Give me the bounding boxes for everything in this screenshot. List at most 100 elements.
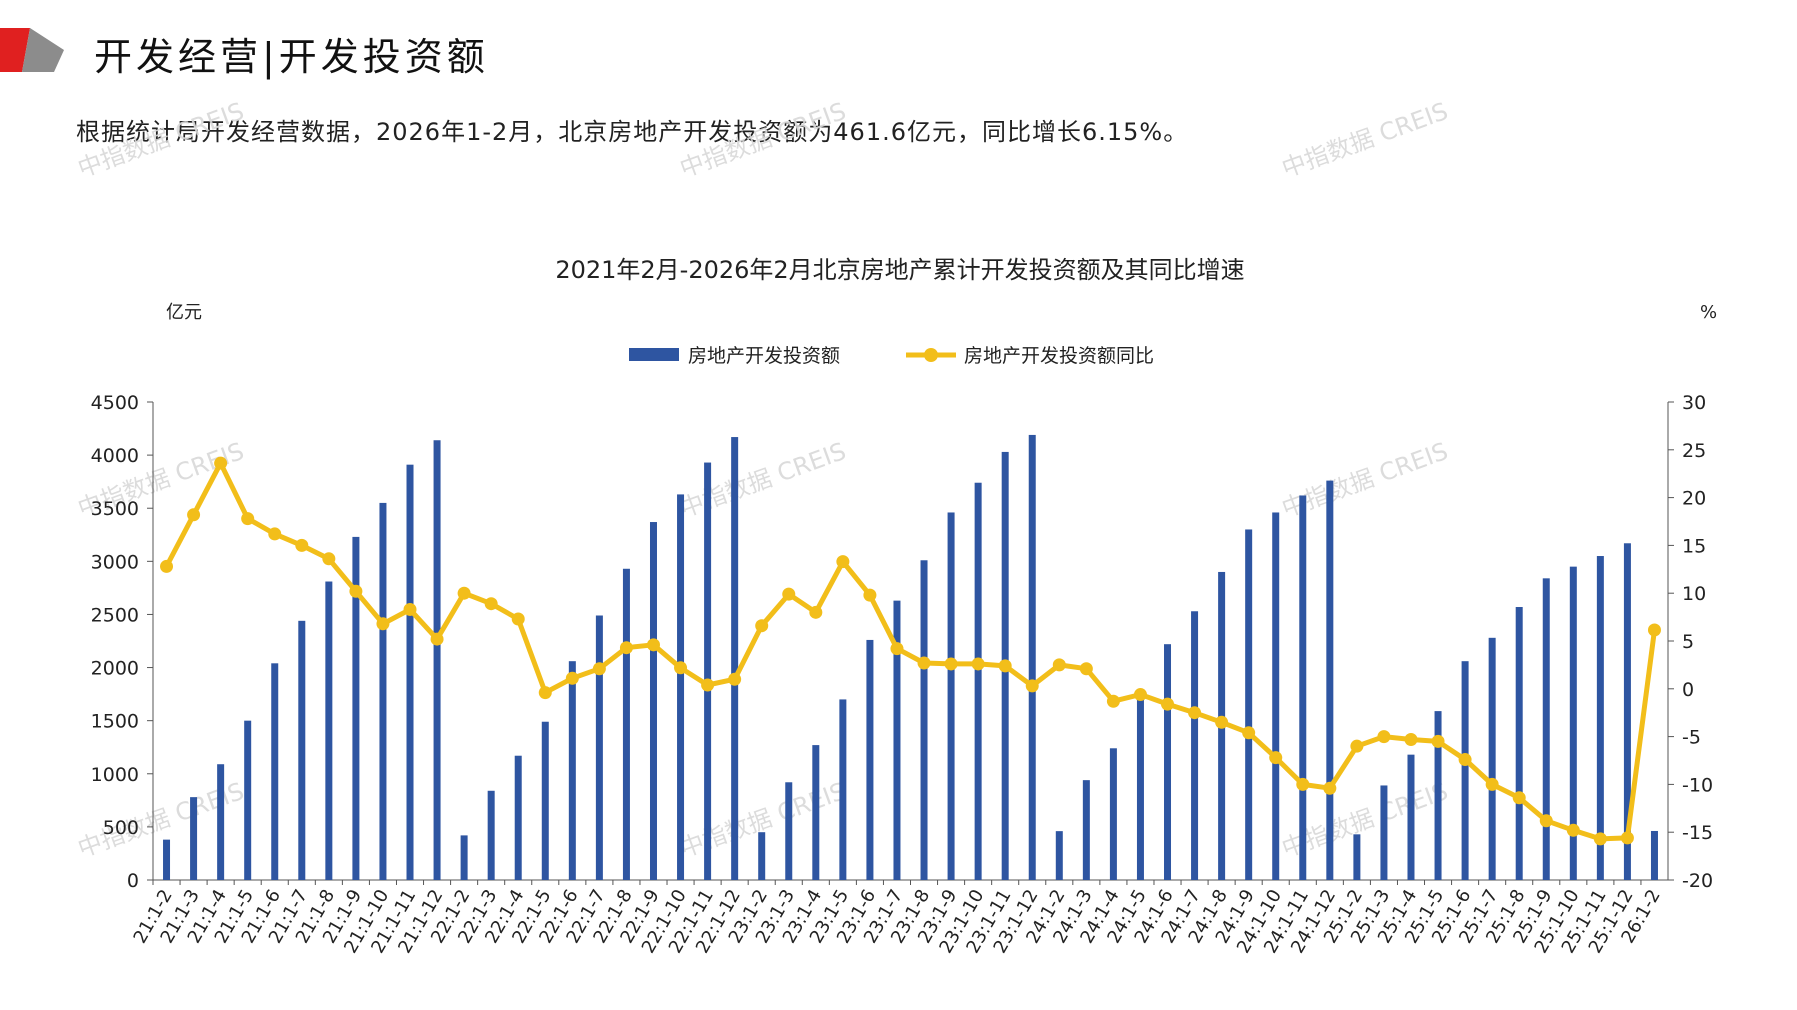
- yoy-point: [1377, 730, 1391, 744]
- yoy-point: [1512, 791, 1526, 805]
- bar: [1515, 607, 1523, 880]
- yoy-point: [1215, 715, 1229, 729]
- yoy-point: [565, 671, 579, 685]
- bar: [406, 464, 414, 880]
- bar: [1434, 711, 1442, 880]
- right-y-tick-label: 5: [1682, 631, 1694, 653]
- right-y-tick-label: -15: [1682, 822, 1713, 844]
- right-axis-unit: %: [1700, 302, 1717, 323]
- bar: [1326, 480, 1334, 880]
- yoy-point: [1431, 734, 1445, 748]
- yoy-point: [1025, 679, 1039, 693]
- left-y-tick-label: 2000: [91, 658, 139, 680]
- yoy-point: [349, 584, 363, 598]
- yoy-point: [403, 602, 417, 616]
- bar: [1407, 754, 1415, 880]
- yoy-point: [511, 612, 525, 626]
- yoy-point: [1269, 751, 1283, 765]
- bar: [1488, 637, 1496, 880]
- legend-bar-swatch: [629, 348, 679, 361]
- yoy-point: [1350, 739, 1364, 753]
- yoy-point: [1133, 688, 1147, 702]
- bar: [1136, 697, 1144, 880]
- bar: [541, 721, 549, 880]
- yoy-point: [1188, 706, 1202, 720]
- left-y-tick-label: 3000: [91, 551, 139, 573]
- bar: [298, 620, 306, 880]
- left-y-tick-label: 500: [103, 817, 139, 839]
- yoy-point: [755, 619, 769, 633]
- bar: [677, 494, 685, 880]
- yoy-point: [998, 659, 1012, 673]
- bar: [379, 502, 387, 880]
- yoy-point: [728, 672, 742, 686]
- bar: [1055, 831, 1063, 880]
- yoy-point: [592, 662, 606, 676]
- bar: [325, 581, 333, 880]
- bar: [1380, 785, 1388, 880]
- right-y-tick-label: -10: [1682, 774, 1713, 796]
- page-title: 开发经营|开发投资额: [94, 35, 489, 79]
- left-y-tick-label: 0: [127, 870, 139, 892]
- left-y-tick-label: 2500: [91, 604, 139, 626]
- bar: [163, 839, 171, 880]
- bar: [947, 512, 955, 880]
- bar: [731, 437, 739, 880]
- legend-line-marker: [924, 348, 938, 362]
- yoy-point: [376, 617, 390, 631]
- left-axis-unit: 亿元: [166, 302, 202, 323]
- yoy-point: [187, 508, 201, 522]
- yoy-point: [457, 586, 471, 600]
- brand-logo-icon: [0, 28, 64, 72]
- bar: [433, 440, 441, 880]
- bar: [1191, 611, 1199, 880]
- summary-text: 根据统计局开发经营数据，2026年1-2月，北京房地产开发投资额为461.6亿元…: [76, 118, 1189, 146]
- bar: [1542, 578, 1550, 880]
- bar: [568, 661, 576, 880]
- yoy-point: [944, 657, 958, 671]
- bar: [595, 615, 603, 880]
- yoy-point: [836, 555, 850, 569]
- bar: [622, 568, 630, 880]
- bar: [1353, 834, 1361, 880]
- yoy-point: [1106, 694, 1120, 708]
- bar: [1245, 529, 1253, 880]
- yoy-point: [241, 512, 255, 526]
- yoy-point: [917, 656, 931, 670]
- yoy-point: [1323, 781, 1337, 795]
- bar: [839, 699, 847, 880]
- yoy-point: [782, 587, 796, 601]
- yoy-point: [214, 456, 228, 470]
- bar: [190, 797, 198, 880]
- yoy-point: [322, 552, 336, 566]
- left-y-tick-label: 1500: [91, 711, 139, 733]
- yoy-point: [701, 678, 715, 692]
- right-y-tick-label: -5: [1682, 727, 1701, 749]
- bar: [1596, 556, 1604, 880]
- yoy-point: [160, 559, 174, 573]
- right-y-tick-label: 30: [1682, 392, 1706, 414]
- bar: [244, 720, 252, 880]
- bar: [1299, 495, 1307, 880]
- bar: [1569, 566, 1577, 880]
- left-y-tick-label: 4000: [91, 445, 139, 467]
- bar: [1272, 512, 1280, 880]
- yoy-point: [646, 638, 660, 652]
- yoy-point: [1296, 777, 1310, 791]
- yoy-point: [484, 597, 498, 611]
- yoy-point: [1566, 823, 1580, 837]
- bar: [649, 522, 657, 880]
- right-y-tick-label: 25: [1682, 440, 1706, 462]
- yoy-point: [1593, 832, 1607, 846]
- yoy-point: [809, 605, 823, 619]
- left-y-tick-label: 4500: [91, 392, 139, 414]
- left-y-tick-label: 3500: [91, 498, 139, 520]
- right-y-tick-label: 20: [1682, 488, 1706, 510]
- yoy-point: [430, 632, 444, 646]
- bar: [1028, 434, 1036, 880]
- bar: [460, 835, 468, 880]
- right-y-tick-label: 10: [1682, 583, 1706, 605]
- bar: [514, 755, 522, 880]
- yoy-point: [1242, 726, 1256, 740]
